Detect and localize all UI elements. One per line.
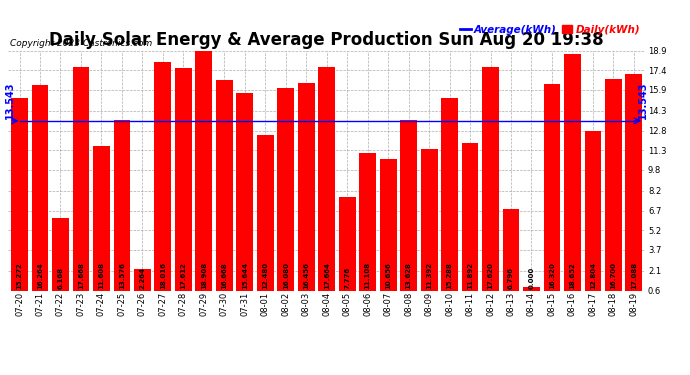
Text: 15.288: 15.288: [446, 262, 453, 289]
Bar: [380, 159, 397, 291]
Text: 13.628: 13.628: [406, 262, 412, 289]
Bar: [114, 120, 130, 291]
Text: 17.664: 17.664: [324, 262, 330, 289]
Bar: [339, 196, 355, 291]
Bar: [564, 54, 581, 291]
Bar: [72, 67, 90, 291]
Bar: [462, 142, 478, 291]
Text: 11.108: 11.108: [365, 261, 371, 289]
Bar: [584, 130, 601, 291]
Text: 16.080: 16.080: [283, 262, 288, 289]
Text: 18.908: 18.908: [201, 261, 207, 289]
Text: 18.016: 18.016: [160, 262, 166, 289]
Text: 11.608: 11.608: [99, 262, 104, 289]
Bar: [502, 209, 520, 291]
Text: 10.656: 10.656: [385, 262, 391, 289]
Text: 15.644: 15.644: [241, 261, 248, 289]
Text: 11.892: 11.892: [467, 262, 473, 289]
Legend: Average(kWh), Daily(kWh): Average(kWh), Daily(kWh): [460, 25, 640, 34]
Bar: [421, 149, 437, 291]
Text: 0.000: 0.000: [529, 266, 535, 289]
Text: 16.456: 16.456: [303, 262, 309, 289]
Bar: [482, 68, 499, 291]
Bar: [400, 120, 417, 291]
Bar: [318, 67, 335, 291]
Text: 13.543: 13.543: [6, 81, 15, 119]
Text: 12.480: 12.480: [262, 261, 268, 289]
Bar: [155, 62, 171, 291]
Bar: [237, 93, 253, 291]
Text: 11.392: 11.392: [426, 262, 432, 289]
Bar: [277, 88, 294, 291]
Text: 17.620: 17.620: [488, 262, 493, 289]
Bar: [626, 74, 642, 291]
Bar: [544, 84, 560, 291]
Text: 16.264: 16.264: [37, 262, 43, 289]
Bar: [257, 135, 274, 291]
Text: 6.796: 6.796: [508, 267, 514, 289]
Bar: [523, 287, 540, 291]
Text: 13.543: 13.543: [638, 81, 648, 119]
Text: 13.576: 13.576: [119, 262, 125, 289]
Title: Daily Solar Energy & Average Production Sun Aug 20 19:38: Daily Solar Energy & Average Production …: [50, 31, 604, 49]
Bar: [441, 98, 458, 291]
Text: 16.668: 16.668: [221, 262, 227, 289]
Bar: [93, 146, 110, 291]
Text: 16.320: 16.320: [549, 262, 555, 289]
Text: 17.612: 17.612: [180, 262, 186, 289]
Text: 15.272: 15.272: [17, 262, 23, 289]
Text: 6.168: 6.168: [57, 267, 63, 289]
Text: 17.088: 17.088: [631, 261, 637, 289]
Text: 12.804: 12.804: [590, 261, 596, 289]
Bar: [359, 153, 376, 291]
Bar: [32, 85, 48, 291]
Bar: [298, 82, 315, 291]
Text: 16.700: 16.700: [611, 262, 616, 289]
Text: 17.668: 17.668: [78, 262, 84, 289]
Bar: [175, 68, 192, 291]
Bar: [195, 51, 213, 291]
Text: Copyright 2023 Castronics.com: Copyright 2023 Castronics.com: [10, 39, 152, 48]
Bar: [216, 80, 233, 291]
Bar: [11, 98, 28, 291]
Text: 7.776: 7.776: [344, 267, 351, 289]
Bar: [52, 217, 69, 291]
Text: 18.652: 18.652: [569, 262, 575, 289]
Text: 2.264: 2.264: [139, 267, 146, 289]
Bar: [605, 80, 622, 291]
Bar: [134, 269, 151, 291]
